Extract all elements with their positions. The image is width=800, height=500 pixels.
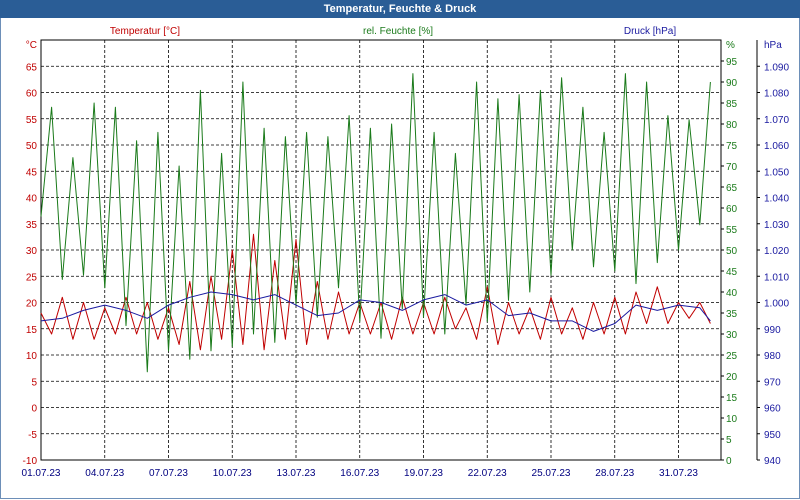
y-tick-label-temperature: 55 [26,115,38,126]
y-tick-label-humidity: 30 [726,330,738,341]
y-tick-label-humidity: 75 [726,141,738,152]
y-tick-label-temperature: 25 [26,272,38,283]
y-tick-label-pressure: 1.060 [764,141,789,152]
y-tick-label-temperature: 45 [26,167,38,178]
y-tick-label-humidity: 20 [726,372,738,383]
y-tick-label-pressure: 940 [764,456,781,467]
x-tick-label: 25.07.23 [532,468,571,479]
y-tick-label-pressure: 1.020 [764,246,789,257]
y-tick-label-humidity: 45 [726,267,738,278]
y-tick-label-pressure: 1.050 [764,167,789,178]
x-tick-label: 04.07.23 [85,468,124,479]
y-tick-label-temperature: -5 [28,430,37,441]
y-tick-label-humidity: 35 [726,309,738,320]
y-tick-label-humidity: 90 [726,78,738,89]
axis-title-humidity: rel. Feuchte [%] [363,26,433,37]
x-tick-label: 28.07.23 [595,468,634,479]
y-tick-label-temperature: 10 [26,351,38,362]
y-tick-label-humidity: 65 [726,183,738,194]
y-tick-label-humidity: 10 [726,414,738,425]
x-tick-label: 31.07.23 [659,468,698,479]
y-tick-label-humidity: 40 [726,288,738,299]
x-tick-label: 07.07.23 [149,468,188,479]
axis-title-temperature: Temperatur [°C] [110,26,180,37]
y-tick-label-humidity: 25 [726,351,738,362]
y-tick-label-humidity: 95 [726,57,738,68]
y-tick-label-pressure: 970 [764,377,781,388]
y-tick-label-temperature: 50 [26,141,38,152]
y-tick-label-pressure: 1.080 [764,89,789,100]
y-tick-label-pressure: 1.010 [764,272,789,283]
series-line-pressure [40,291,711,332]
y-tick-label-temperature: 5 [31,377,37,388]
x-tick-label: 10.07.23 [213,468,252,479]
y-tick-label-humidity: 70 [726,162,738,173]
y-unit-pressure: hPa [764,40,782,51]
y-tick-label-pressure: 960 [764,404,781,415]
series-line-temperature [40,233,711,351]
y-tick-label-humidity: 0 [726,456,732,467]
y-tick-label-temperature: 65 [26,62,38,73]
y-tick-label-pressure: 1.030 [764,220,789,231]
y-tick-label-humidity: 15 [726,393,738,404]
y-tick-label-humidity: 80 [726,120,738,131]
y-tick-label-temperature: 30 [26,246,38,257]
y-tick-label-temperature: 40 [26,194,38,205]
y-tick-label-temperature: 0 [31,404,37,415]
y-tick-label-pressure: 980 [764,351,781,362]
y-tick-label-pressure: 990 [764,325,781,336]
y-tick-label-pressure: 950 [764,430,781,441]
y-tick-label-pressure: 1.040 [764,194,789,205]
y-tick-label-temperature: 20 [26,299,38,310]
y-tick-label-pressure: 1.090 [764,62,789,73]
y-tick-label-temperature: 15 [26,325,38,336]
window-title: Temperatur, Feuchte & Druck [0,0,800,18]
x-tick-label: 22.07.23 [468,468,507,479]
x-tick-label: 01.07.23 [22,468,61,479]
series-line-humidity [40,73,711,373]
x-tick-label: 16.07.23 [340,468,379,479]
axis-title-pressure: Druck [hPa] [624,26,676,37]
y-tick-label-humidity: 85 [726,99,738,110]
x-tick-label: 19.07.23 [404,468,443,479]
y-tick-label-temperature: 60 [26,89,38,100]
y-tick-label-temperature: 35 [26,220,38,231]
y-tick-label-humidity: 55 [726,225,738,236]
y-tick-label-temperature: -10 [23,456,38,467]
y-tick-label-humidity: 50 [726,246,738,257]
y-unit-humidity: % [726,40,735,51]
x-tick-label: 13.07.23 [277,468,316,479]
y-tick-label-humidity: 5 [726,435,732,446]
y-tick-label-pressure: 1.000 [764,299,789,310]
y-unit-temperature: °C [26,40,37,51]
y-tick-label-humidity: 60 [726,204,738,215]
y-tick-label-pressure: 1.070 [764,115,789,126]
